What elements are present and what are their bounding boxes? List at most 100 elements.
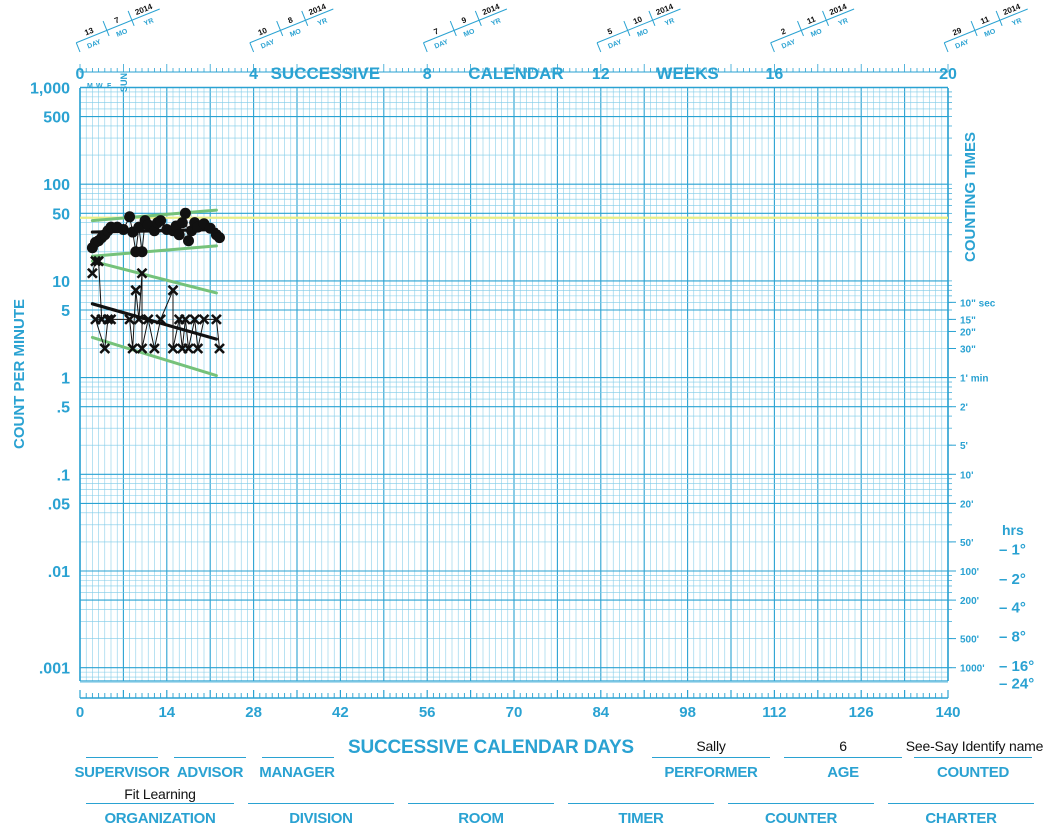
- hours-label: – 1°: [999, 541, 1026, 558]
- y-tick-label: 1: [61, 371, 70, 388]
- y-tick-label: 100: [43, 177, 70, 194]
- data-point-x: [124, 313, 136, 325]
- date-year-value: 2014: [1002, 2, 1022, 17]
- y-tick-label: .01: [48, 564, 70, 581]
- data-point-x: [86, 267, 98, 279]
- date-year-value: 2014: [307, 2, 327, 17]
- date-box-stem: [249, 42, 255, 53]
- x-tick-label: 28: [245, 704, 262, 721]
- advisor-label: ADVISOR: [176, 764, 244, 781]
- x-stroke: [99, 343, 111, 354]
- x-stroke: [198, 313, 210, 325]
- date-box-divider: [623, 20, 631, 37]
- data-point-x: [155, 313, 167, 325]
- data-point-dot: [173, 229, 185, 241]
- x-stroke: [136, 267, 148, 279]
- date-box: 5 10 2014 DAY MO YR: [596, 2, 681, 53]
- manager-line: [262, 757, 334, 758]
- date-box-stem: [75, 42, 81, 53]
- x-stroke: [179, 313, 191, 325]
- top-axis: 0 4 8 12 16 20 SUCCESSIVE CALENDAR WEEKS M W F SUN 13…: [75, 2, 1028, 92]
- x-stroke: [90, 313, 101, 325]
- date-day-label: DAY: [781, 39, 797, 51]
- date-box-divider: [102, 20, 110, 37]
- data-point-dot: [124, 211, 136, 223]
- date-month-value: 9: [460, 15, 468, 25]
- counter-line: [728, 803, 874, 804]
- weekday-mark: SUN: [119, 73, 129, 92]
- data-point-x: [99, 343, 111, 354]
- counting-time-label: 30": [960, 344, 976, 355]
- y-tick-label: .001: [39, 661, 70, 678]
- y-axis-title: COUNT PER MINUTE: [11, 299, 28, 449]
- division-line: [248, 803, 394, 804]
- date-box-rule: [76, 8, 160, 44]
- date-box-rule: [423, 8, 508, 44]
- data-point-dot: [214, 232, 225, 244]
- date-year-label: YR: [1011, 17, 1023, 27]
- date-month-value: 11: [806, 14, 818, 26]
- counting-time-label: 20": [960, 327, 976, 338]
- date-box-divider: [822, 10, 829, 27]
- charter-line: [888, 803, 1034, 804]
- date-month-label: MO: [463, 28, 477, 39]
- counting-time-label: 200': [960, 596, 979, 607]
- performer-value: Sally: [696, 738, 726, 754]
- data-point-dot: [136, 246, 148, 258]
- date-year-label: YR: [143, 17, 155, 27]
- x-tick-label: 56: [419, 704, 436, 721]
- x-stroke: [148, 343, 160, 354]
- organization-label: ORGANIZATION: [104, 810, 216, 827]
- date-year-label: YR: [838, 17, 850, 27]
- x-stroke: [214, 343, 225, 354]
- counting-time-label: 1' min: [960, 374, 989, 385]
- x-tick-label: 98: [679, 704, 696, 721]
- date-day-label: DAY: [86, 39, 102, 51]
- data-point-x: [93, 255, 105, 267]
- organization-value: Fit Learning: [124, 786, 196, 802]
- date-year-value: 2014: [481, 2, 501, 17]
- date-box-stem: [770, 42, 775, 53]
- data-point-x: [142, 313, 154, 325]
- timer-line: [568, 803, 714, 804]
- date-month-label: MO: [289, 28, 303, 39]
- date-box: 29 11 2014 DAY MO YR: [943, 2, 1028, 53]
- data-layer: [80, 207, 948, 378]
- x-stroke: [130, 284, 142, 296]
- date-box-divider: [127, 10, 135, 27]
- data-point-x: [90, 313, 101, 325]
- counting-time-label: 100': [960, 567, 979, 578]
- date-year-label: YR: [664, 17, 676, 27]
- counted-label: COUNTED: [936, 764, 1010, 781]
- top-tick-label: 8: [423, 66, 432, 83]
- data-point-x: [167, 343, 179, 354]
- counting-time-label: 2': [960, 403, 968, 414]
- date-box-divider: [995, 10, 1003, 27]
- y-tick-label: 10: [52, 274, 70, 291]
- date-year-value: 2014: [134, 2, 154, 17]
- date-day-label: DAY: [260, 39, 276, 51]
- hours-label: – 4°: [999, 599, 1026, 616]
- manager-label: MANAGER: [259, 764, 335, 781]
- hours-title: hrs: [1002, 522, 1024, 538]
- x-stroke: [189, 313, 201, 325]
- date-month-value: 8: [287, 15, 295, 25]
- counter-label: COUNTER: [764, 810, 838, 827]
- date-box-divider: [648, 10, 656, 27]
- celeration-line-green: [90, 244, 218, 258]
- celeration-line-green: [90, 259, 218, 295]
- hours-label: – 24°: [999, 675, 1034, 692]
- date-box-divider: [276, 20, 284, 37]
- date-box-rule: [596, 8, 681, 44]
- date-year-value: 2014: [655, 2, 675, 17]
- x-stroke: [136, 343, 148, 354]
- x-stroke: [183, 343, 194, 354]
- date-box-stem: [943, 42, 949, 53]
- y-tick-label: .5: [57, 400, 70, 417]
- date-day-value: 5: [606, 26, 614, 36]
- age-value: 6: [839, 738, 847, 754]
- date-month-value: 7: [113, 15, 121, 25]
- x-series-path: [91, 260, 220, 349]
- top-tick-label: 16: [766, 66, 784, 83]
